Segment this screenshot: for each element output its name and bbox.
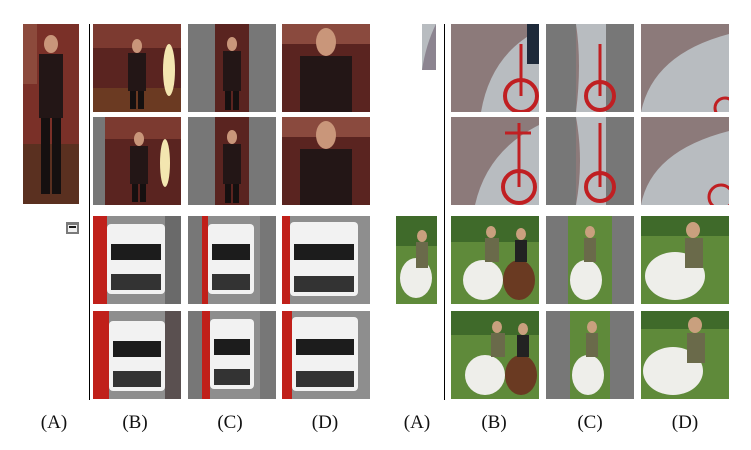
right-horse-row4-d (641, 311, 729, 399)
left-person-row2-c (188, 117, 276, 205)
right-panel-divider (444, 24, 445, 400)
left-van-row4-d (282, 311, 370, 399)
right-bike-row1-c (546, 24, 634, 112)
left-van-row4-c (188, 311, 276, 399)
right-horse-row3-d (641, 216, 729, 304)
left-person-row2-b (93, 117, 181, 205)
left-label-a: (A) (40, 412, 68, 433)
right-bike-row1-b (451, 24, 539, 112)
right-horse-row4-c (546, 311, 634, 399)
right-horse-row4-b (451, 311, 539, 399)
left-person-row1-c (188, 24, 276, 112)
left-van-row3-b (93, 216, 181, 304)
right-horse-source-image (396, 216, 437, 304)
right-label-c: (C) (577, 412, 603, 433)
right-bike-source-image (422, 24, 436, 70)
left-van-row3-d (282, 216, 370, 304)
left-person-row2-d (282, 117, 370, 205)
right-label-a: (A) (403, 412, 431, 433)
right-bike-row2-d (641, 117, 729, 205)
left-label-c: (C) (217, 412, 243, 433)
left-person-row1-d (282, 24, 370, 112)
left-label-d: (D) (311, 412, 339, 433)
right-bike-row1-d (641, 24, 729, 112)
right-bike-row2-c (546, 117, 634, 205)
right-bike-row2-b (451, 117, 539, 205)
right-label-b: (B) (481, 412, 507, 433)
left-person-source-image (23, 24, 79, 204)
left-panel-divider (89, 24, 90, 400)
left-van-row4-b (93, 311, 181, 399)
right-horse-row3-b (451, 216, 539, 304)
left-label-b: (B) (122, 412, 148, 433)
left-van-source-image (66, 222, 79, 234)
left-person-row1-b (93, 24, 181, 112)
left-van-row3-c (188, 216, 276, 304)
right-horse-row3-c (546, 216, 634, 304)
right-label-d: (D) (671, 412, 699, 433)
